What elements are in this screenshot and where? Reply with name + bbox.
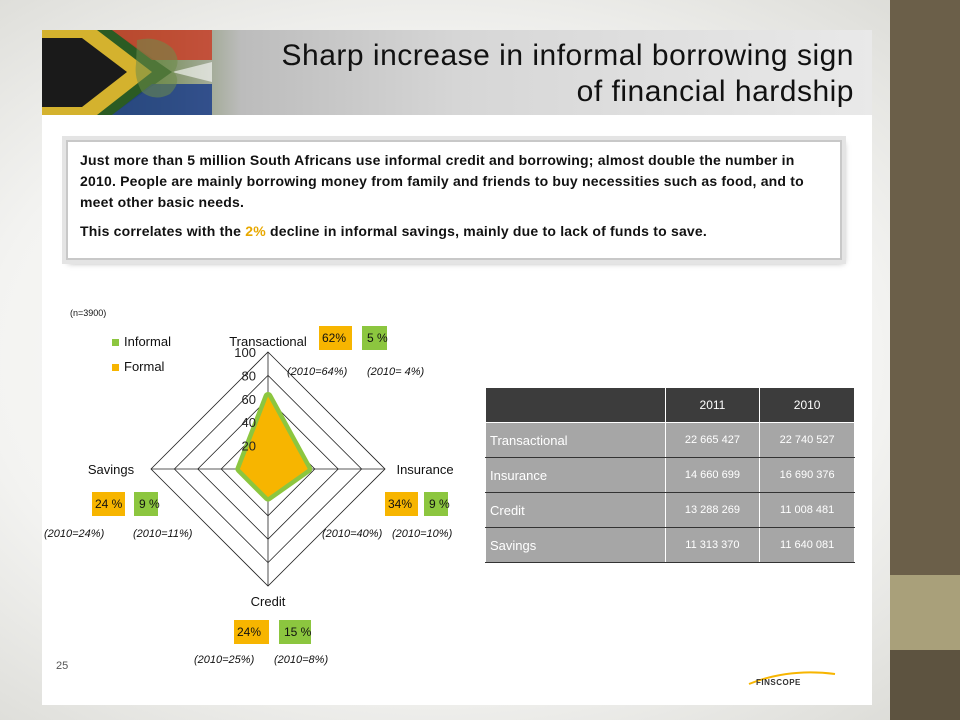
table-row: Credit 13 288 269 11 008 481 (485, 492, 855, 528)
table-header-row: 2011 2010 (485, 387, 855, 423)
slide-title: Sharp increase in informal borrowing sig… (214, 38, 854, 110)
legend-swatch-informal (112, 339, 119, 346)
summary-paragraph-1: Just more than 5 million South Africans … (80, 152, 804, 210)
radar-chart: 100 80 60 40 20 Transactional Insurance Credit S… (44, 308, 454, 666)
callout-informal-box (134, 492, 158, 516)
title-band: Sharp increase in informal borrowing sig… (42, 30, 872, 115)
callout-formal-box (92, 492, 125, 516)
table-row-label: Transactional (485, 422, 666, 458)
radar-axis-label: Transactional (229, 334, 307, 349)
decorative-side-bar (890, 0, 960, 720)
callout-formal-box (234, 620, 269, 644)
slide-title-line2: of financial hardship (576, 75, 854, 108)
radar-tick-label: 100 (234, 345, 256, 360)
table-row-label: Savings (485, 527, 666, 563)
side-bar-accent (890, 575, 960, 650)
callout-formal-2010: (2010=64%) (287, 366, 348, 378)
callout-formal-value: 62% (322, 331, 346, 345)
callout-informal-value: 15 % (284, 625, 312, 639)
finscope-logo-text: FINSCOPE (756, 678, 801, 687)
radar-axis-label: Savings (88, 462, 135, 477)
slide-title-line1: Sharp increase in informal borrowing sig… (281, 39, 854, 72)
table-cell-2011: 14 660 699 (664, 457, 761, 493)
legend-label-informal: Informal (124, 334, 171, 349)
table-row: Savings 11 313 370 11 640 081 (485, 527, 855, 563)
callout-formal-box (319, 326, 352, 350)
callout-formal-box (385, 492, 418, 516)
callout-informal-2010: (2010=11%) (133, 528, 193, 540)
sample-size-note: (n=3900) (70, 308, 106, 318)
callout-informal-2010: (2010=8%) (274, 654, 328, 666)
callout-informal-value: 5 % (367, 331, 388, 345)
page-number: 25 (56, 660, 69, 672)
radar-tick-label: 60 (242, 392, 256, 407)
radar-tick-label: 40 (242, 415, 256, 430)
callout-informal-box (362, 326, 387, 350)
radar-tick-label: 80 (242, 368, 256, 383)
summary-paragraph-2: This correlates with the 2% decline in i… (80, 221, 828, 242)
callout-informal-value: 9 % (429, 497, 450, 511)
table-cell-2010: 16 690 376 (759, 457, 855, 493)
radar-axis-label: Credit (251, 594, 286, 609)
radar-axis-label: Insurance (396, 462, 453, 477)
table-cell-2011: 22 665 427 (664, 422, 761, 458)
summary-paragraph-2-end: decline in informal savings, mainly due … (265, 223, 707, 239)
callout-informal-2010: (2010= 4%) (367, 366, 425, 378)
callout-formal-2010: (2010=40%) (322, 528, 383, 540)
callout-informal-box (424, 492, 448, 516)
callout-formal-2010: (2010=24%) (44, 528, 105, 540)
south-africa-flag-icon (42, 30, 212, 115)
legend-label-formal: Formal (124, 359, 165, 374)
side-bar-bottom (890, 650, 960, 720)
summary-paragraph-2-start: This correlates with the (80, 223, 246, 239)
summary-note: Just more than 5 million South Africans … (66, 140, 842, 260)
legend-swatch-formal (112, 364, 119, 371)
data-table: 2011 2010 Transactional 22 665 427 22 74… (485, 387, 855, 563)
table-cell-2010: 11 640 081 (759, 527, 855, 563)
table-row: Transactional 22 665 427 22 740 527 (485, 422, 855, 458)
table-cell-2011: 11 313 370 (664, 527, 761, 563)
callout-informal-value: 9 % (139, 497, 160, 511)
callout-formal-2010: (2010=25%) (194, 654, 255, 666)
callout-formal-value: 24 % (95, 497, 123, 511)
table-row-label: Credit (485, 492, 666, 528)
callout-formal-value: 34% (388, 497, 412, 511)
series-formal-area (239, 396, 308, 498)
slide: Sharp increase in informal borrowing sig… (42, 30, 872, 705)
table-header-blank (485, 387, 666, 423)
table-row: Insurance 14 660 699 16 690 376 (485, 457, 855, 493)
summary-highlight: 2% (245, 223, 266, 239)
table-header-2011: 2011 (664, 387, 761, 423)
table-header-2010: 2010 (759, 387, 855, 423)
finscope-logo-icon (748, 671, 836, 685)
callout-informal-box (279, 620, 311, 644)
table-cell-2010: 11 008 481 (759, 492, 855, 528)
callout-informal-2010: (2010=10%) (392, 528, 453, 540)
table-row-label: Insurance (485, 457, 666, 493)
table-cell-2010: 22 740 527 (759, 422, 855, 458)
table-cell-2011: 13 288 269 (664, 492, 761, 528)
radar-tick-label: 20 (242, 439, 256, 454)
callout-formal-value: 24% (237, 625, 261, 639)
